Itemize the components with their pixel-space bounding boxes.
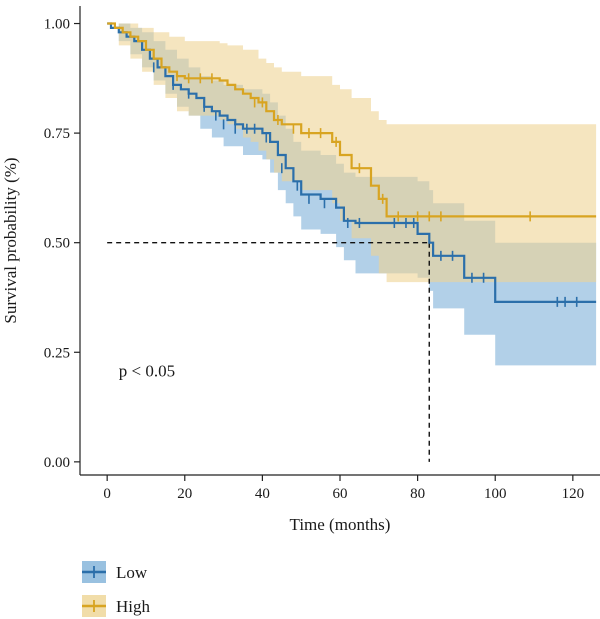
- x-tick-label: 20: [177, 486, 192, 502]
- survival-curve-high: [107, 22, 597, 218]
- x-tick-label: 120: [562, 486, 585, 502]
- x-tick-label: 40: [255, 486, 270, 502]
- legend-label-high: High: [116, 597, 151, 616]
- y-axis-title: Survival probability (%): [1, 157, 20, 323]
- median-survival-lines: [107, 241, 430, 462]
- y-tick-label: 0.25: [44, 345, 70, 361]
- y-tick-label: 0.50: [44, 236, 70, 252]
- axes: 0 20 40 60 80 100 120 0.00 0.25 0.50 0.75 1.00: [44, 6, 600, 502]
- x-tick-label: 0: [103, 486, 111, 502]
- y-tick-label: 0.00: [44, 455, 70, 471]
- legend: Low High: [82, 561, 151, 617]
- y-tick-label: 1.00: [44, 17, 70, 33]
- p-value-annotation: p < 0.05: [119, 361, 175, 380]
- x-tick-label: 80: [410, 486, 425, 502]
- survival-curve-low: [107, 22, 597, 303]
- y-tick-label: 0.75: [44, 126, 70, 142]
- x-axis-title: Time (months): [290, 515, 391, 534]
- censor-marks: [152, 62, 578, 307]
- x-tick-label: 100: [484, 486, 507, 502]
- x-tick-label: 60: [333, 486, 348, 502]
- legend-label-low: Low: [116, 563, 148, 582]
- survival-curves: [107, 22, 597, 303]
- confidence-bands: [107, 23, 597, 366]
